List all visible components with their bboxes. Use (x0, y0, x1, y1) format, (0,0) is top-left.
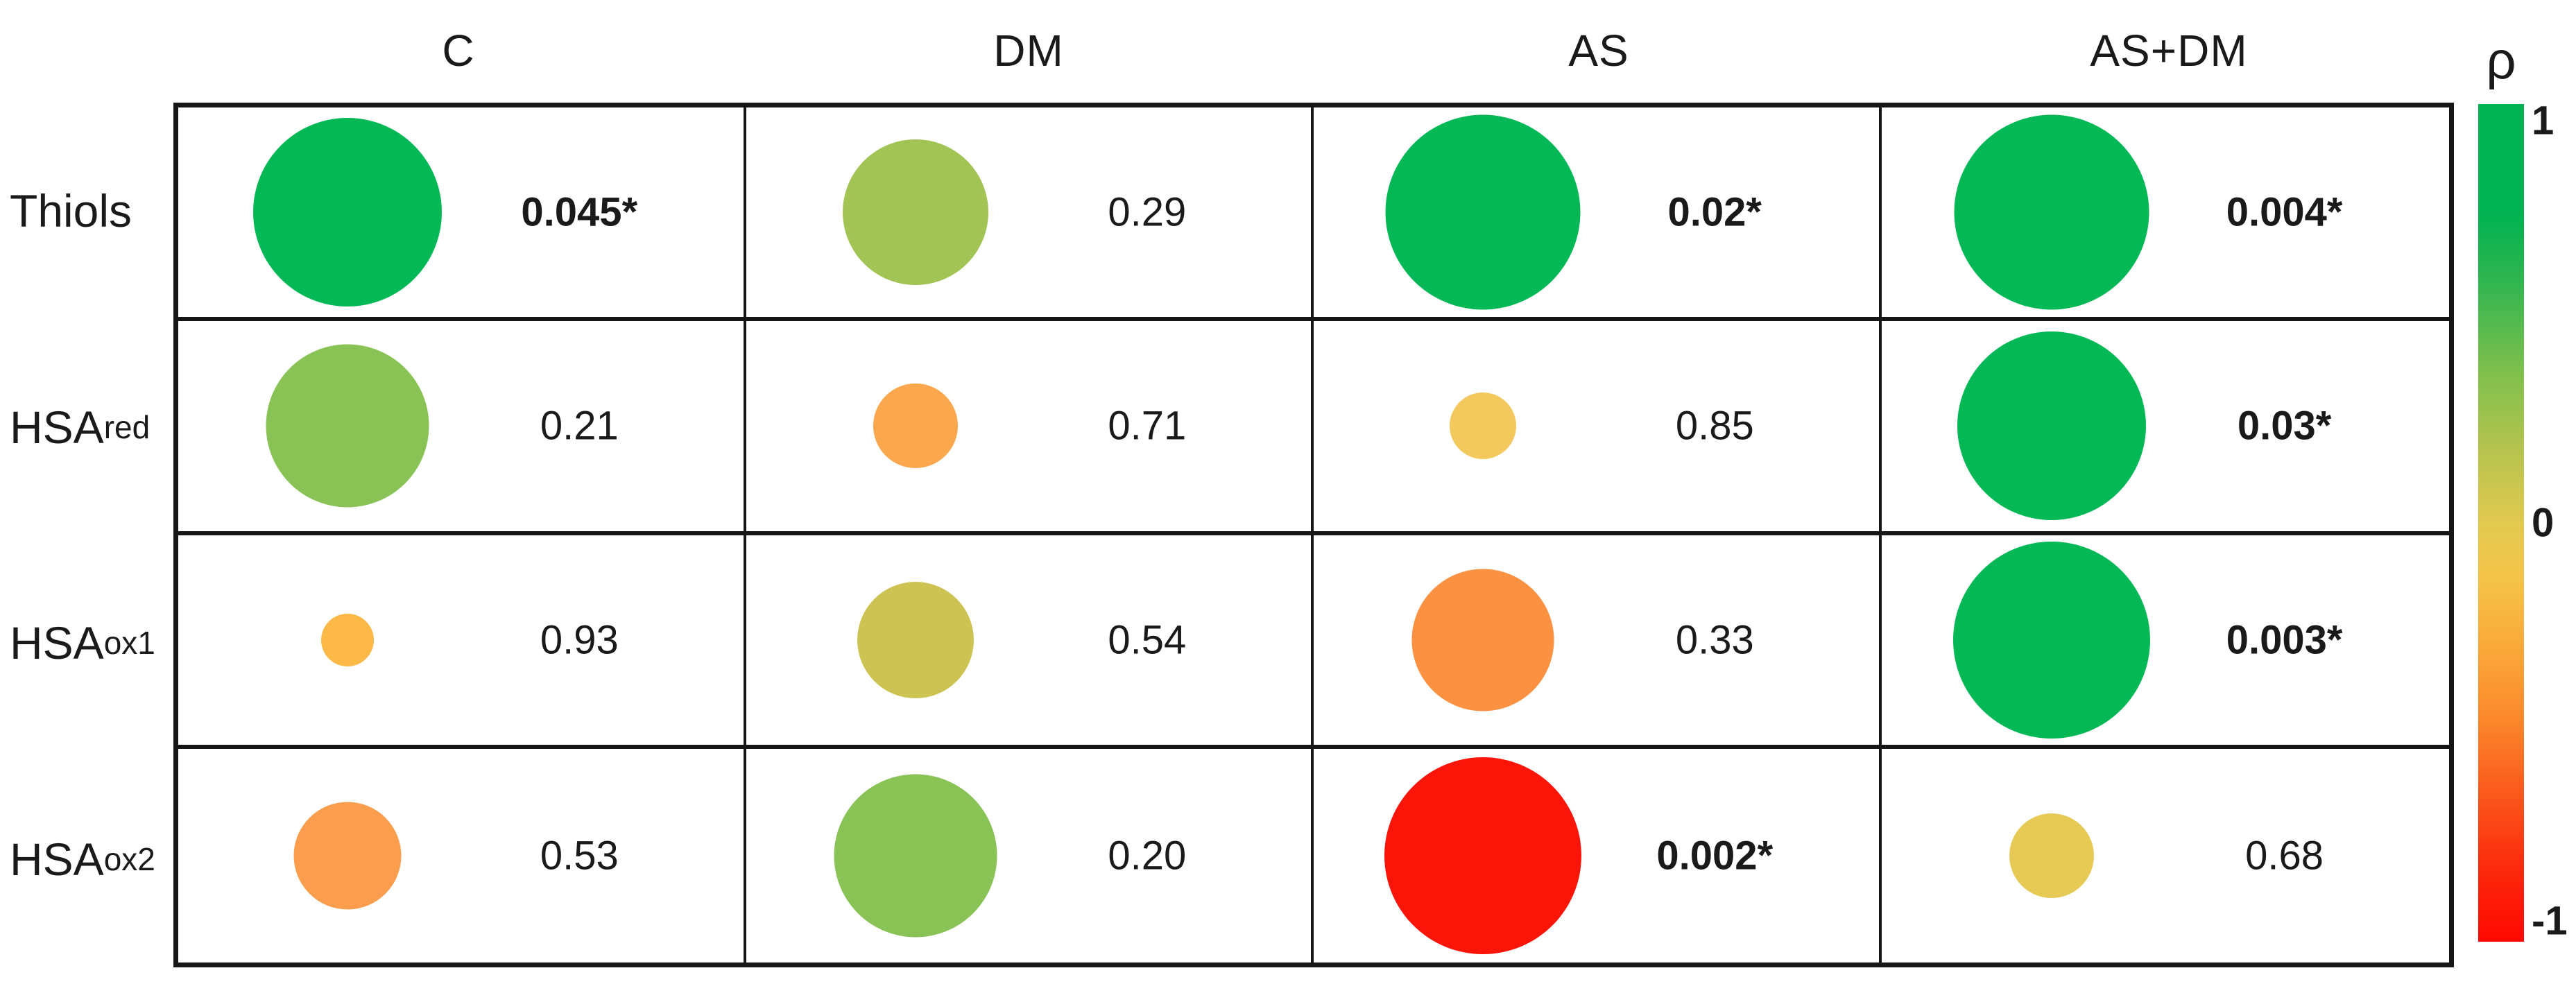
correlation-bubble (842, 139, 988, 286)
correlation-bubble (834, 774, 997, 938)
p-value-label: 0.21 (540, 403, 619, 449)
matrix-grid: 0.045* 0.29 0.02* 0.004* 0.21 0.71 0.85 0.03* 0.… (173, 103, 2454, 967)
p-value-label: 0.003* (2226, 617, 2343, 663)
cell-HSAred-AS: 0.85 (1314, 321, 1882, 535)
column-header-0: C (442, 26, 475, 76)
p-value-label: 0.03* (2237, 403, 2332, 449)
correlation-bubble (2009, 813, 2095, 898)
correlation-bubble (253, 118, 443, 307)
row-label-1: HSA red (10, 319, 172, 535)
row-label-2: HSA ox1 (10, 535, 172, 752)
row-label-base: HSA (10, 834, 104, 886)
colorbar-tick--1: -1 (2532, 898, 2568, 944)
cell-HSAox1-C: 0.93 (178, 535, 746, 749)
cell-Thiols-C: 0.045* (178, 107, 746, 322)
row-label-base: HSA (10, 401, 104, 453)
colorbar-tick-1: 1 (2532, 98, 2554, 144)
p-value-label: 0.02* (1667, 189, 1762, 235)
cell-HSAred-C: 0.21 (178, 321, 746, 535)
correlation-bubble (857, 581, 974, 698)
cell-Thiols-DM: 0.29 (746, 107, 1314, 322)
p-value-label: 0.68 (2245, 833, 2324, 879)
correlation-bubble (1957, 331, 2147, 521)
p-value-label: 0.93 (540, 617, 619, 663)
colorbar-tick-0: 0 (2532, 500, 2554, 546)
row-label-subscript: ox1 (103, 625, 155, 662)
p-value-label: 0.20 (1108, 833, 1187, 879)
cell-HSAox1-DM: 0.54 (746, 535, 1314, 749)
row-label-base: Thiols (10, 184, 132, 236)
column-header-3: AS+DM (2090, 26, 2248, 76)
correlation-bubble (266, 344, 429, 508)
cell-HSAox2-AS+DM: 0.68 (1882, 749, 2450, 963)
p-value-label: 0.045* (521, 189, 638, 235)
correlation-bubble (1954, 114, 2149, 310)
cell-HSAred-DM: 0.71 (746, 321, 1314, 535)
row-label-subscript: ox2 (103, 841, 155, 878)
correlation-bubble (293, 802, 402, 910)
cell-HSAox2-AS: 0.002* (1314, 748, 1882, 963)
correlation-bubble (321, 613, 375, 666)
row-label-subscript: red (103, 408, 151, 445)
colorbar-title: ρ (2486, 31, 2516, 90)
cell-Thiols-AS+DM: 0.004* (1881, 107, 2449, 322)
correlation-bubble (1384, 757, 1582, 954)
p-value-label: 0.71 (1108, 403, 1187, 449)
colorbar-gradient (2478, 104, 2524, 942)
p-value-label: 0.33 (1675, 617, 1754, 663)
cell-HSAox1-AS+DM: 0.003* (1881, 535, 2449, 749)
cell-HSAred-AS+DM: 0.03* (1881, 321, 2449, 535)
correlation-bubble (1385, 114, 1581, 310)
row-label-base: HSA (10, 617, 104, 669)
column-header-1: DM (993, 26, 1064, 76)
p-value-label: 0.53 (540, 833, 619, 879)
row-label-0: Thiols (10, 103, 172, 319)
p-value-label: 0.85 (1675, 403, 1754, 449)
p-value-label: 0.54 (1108, 617, 1187, 663)
p-value-label: 0.29 (1108, 189, 1187, 235)
cell-HSAox2-DM: 0.20 (746, 748, 1314, 963)
p-value-label: 0.002* (1656, 833, 1774, 879)
column-header-2: AS (1568, 26, 1629, 76)
correlation-bubble (1411, 569, 1554, 711)
correlation-bubble (873, 383, 958, 469)
correlation-bubble (1953, 541, 2151, 739)
row-label-3: HSA ox2 (10, 751, 172, 967)
cell-HSAox1-AS: 0.33 (1314, 535, 1882, 749)
cell-HSAox2-C: 0.53 (178, 748, 746, 963)
correlation-bubble (1450, 392, 1517, 460)
cell-Thiols-AS: 0.02* (1314, 107, 1882, 322)
p-value-label: 0.004* (2226, 189, 2343, 235)
